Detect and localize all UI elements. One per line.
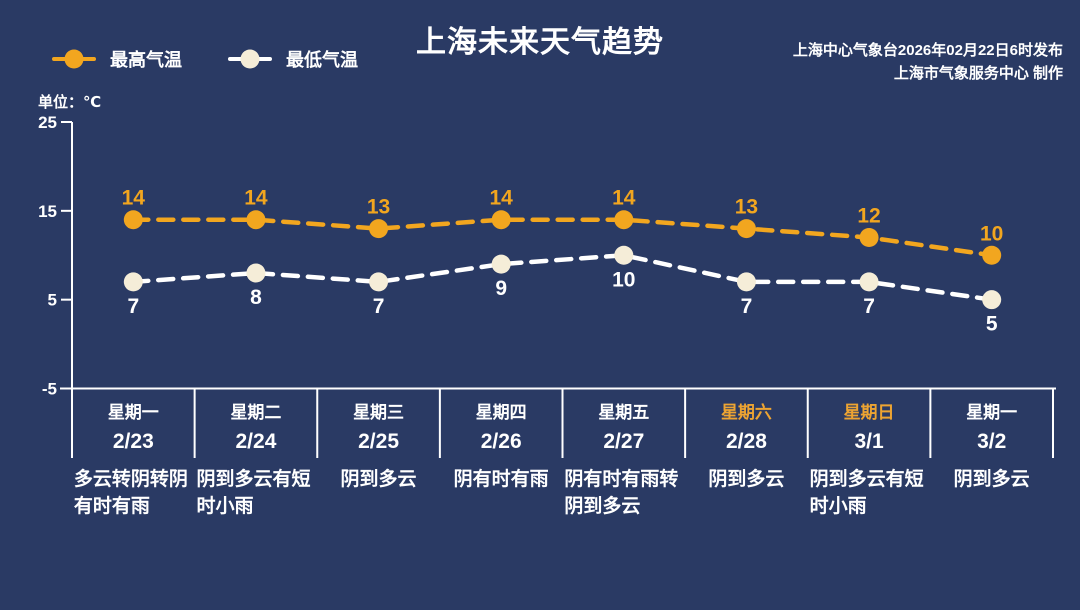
weekday-label: 星期四 [475,403,527,422]
data-point-min [859,272,879,292]
weather-label: 阴有时有雨转阴到多云 [564,469,679,517]
legend-label-max-temp: 最高气温 [110,50,182,70]
data-point-min [123,272,143,292]
date-label: 3/1 [854,430,884,453]
data-point-max [982,245,1002,265]
value-label-max: 14 [244,187,268,210]
weather-cell: 阴到多云 [317,466,440,493]
weather-label: 阴到多云 [953,469,1030,490]
publisher-line-1: 上海中心气象台2026年02月22日6时发布 [792,42,1063,59]
max-temp-line-marker-icon [52,49,96,69]
y-tick-label: -5 [42,380,57,399]
legend: 最高气温 最低气温 [52,46,358,72]
value-label-min: 7 [373,295,385,318]
weather-cell: 多云转阴转阴有时有雨 [72,466,195,520]
data-point-min [491,254,511,274]
data-point-min [614,245,634,265]
value-label-max: 14 [122,187,146,210]
max-temp-dot-icon [64,49,84,69]
legend-label-min-temp: 最低气温 [286,50,358,70]
data-point-max [614,210,634,230]
date-label: 2/26 [480,430,522,453]
day-column-1: 星期一 2/23 多云转阴转阴有时有雨 [72,392,195,520]
value-label-min: 10 [612,268,635,291]
data-point-min [369,272,389,292]
day-column-7: 星期日 3/1 阴到多云有短时小雨 [808,392,931,520]
value-label-max: 12 [857,204,880,227]
min-temp-dot-icon [240,49,260,69]
weather-cell: 阴到多云有短时小雨 [195,466,318,520]
weather-label: 阴到多云 [708,469,785,490]
value-label-min: 9 [495,277,507,300]
weather-cell: 阴有时有雨 [440,466,563,493]
min-temp-line-marker-icon [228,49,272,69]
weather-label: 多云转阴转阴有时有雨 [73,469,188,517]
value-label-max: 14 [612,187,636,210]
day-column-2: 星期二 2/24 阴到多云有短时小雨 [195,392,318,520]
value-label-max: 10 [980,222,1003,245]
series-line-max [131,217,994,258]
data-point-max [736,219,756,239]
day-table: 星期一 2/23 多云转阴转阴有时有雨 星期二 2/24 阴到多云有短时小雨 星期三 2/25… [72,392,1053,520]
weekday-label: 星期一 [966,403,1018,422]
legend-item-min-temp: 最低气温 [228,46,358,72]
value-label-min: 8 [250,286,262,309]
unit-label: 单位：℃ [38,94,102,111]
weather-cell: 阴到多云 [685,466,808,493]
weekday-label: 星期二 [230,403,282,422]
weekday-label: 星期六 [720,403,772,422]
value-label-min: 7 [741,295,753,318]
weather-cell: 阴到多云有短时小雨 [808,466,931,520]
value-label-max: 13 [735,196,758,219]
weather-label: 阴到多云有短时小雨 [196,469,311,517]
weather-label: 阴到多云有短时小雨 [809,469,924,517]
publisher-line-2: 上海市气象服务中心 制作 [893,65,1063,82]
weather-label: 阴有时有雨 [453,469,549,490]
data-point-min [982,290,1002,310]
weekday-label: 星期日 [843,403,895,422]
series-line-min [131,252,994,302]
y-tick-label: 15 [38,202,57,221]
day-column-8: 星期一 3/2 阴到多云 [930,392,1053,520]
date-label: 2/23 [112,430,154,453]
value-label-min: 7 [127,295,139,318]
day-column-5: 星期五 2/27 阴有时有雨转阴到多云 [563,392,686,520]
data-point-max [491,210,511,230]
legend-item-max-temp: 最高气温 [52,46,182,72]
date-label: 2/25 [358,430,399,453]
day-column-3: 星期三 2/25 阴到多云 [317,392,440,520]
weekday-label: 星期三 [353,403,405,422]
date-label: 2/28 [726,430,767,453]
day-column-4: 星期四 2/26 阴有时有雨 [440,392,563,520]
date-label: 2/24 [235,430,277,453]
weather-cell: 阴有时有雨转阴到多云 [563,466,686,520]
day-column-6: 星期六 2/28 阴到多云 [685,392,808,520]
date-label: 3/2 [977,430,1007,453]
weekday-label: 星期一 [107,403,159,422]
value-label-min: 7 [863,295,875,318]
data-point-max [369,219,389,239]
data-point-max [123,210,143,230]
publisher-info: 上海中心气象台2026年02月22日6时发布 上海市气象服务中心 制作 [793,39,1063,85]
data-point-max [859,227,879,247]
value-label-min: 5 [986,313,998,336]
page-title: 上海未来天气趋势 [416,26,664,59]
value-label-max: 14 [490,187,514,210]
value-label-max: 13 [367,196,390,219]
data-point-min [736,272,756,292]
weekday-label: 星期五 [598,403,650,422]
date-label: 2/27 [603,430,645,453]
data-point-max [246,210,266,230]
data-point-min [246,263,266,283]
weather-label: 阴到多云 [340,469,417,490]
y-tick-label: 25 [38,113,57,132]
y-tick-label: 5 [48,291,57,310]
weather-cell: 阴到多云 [930,466,1053,493]
